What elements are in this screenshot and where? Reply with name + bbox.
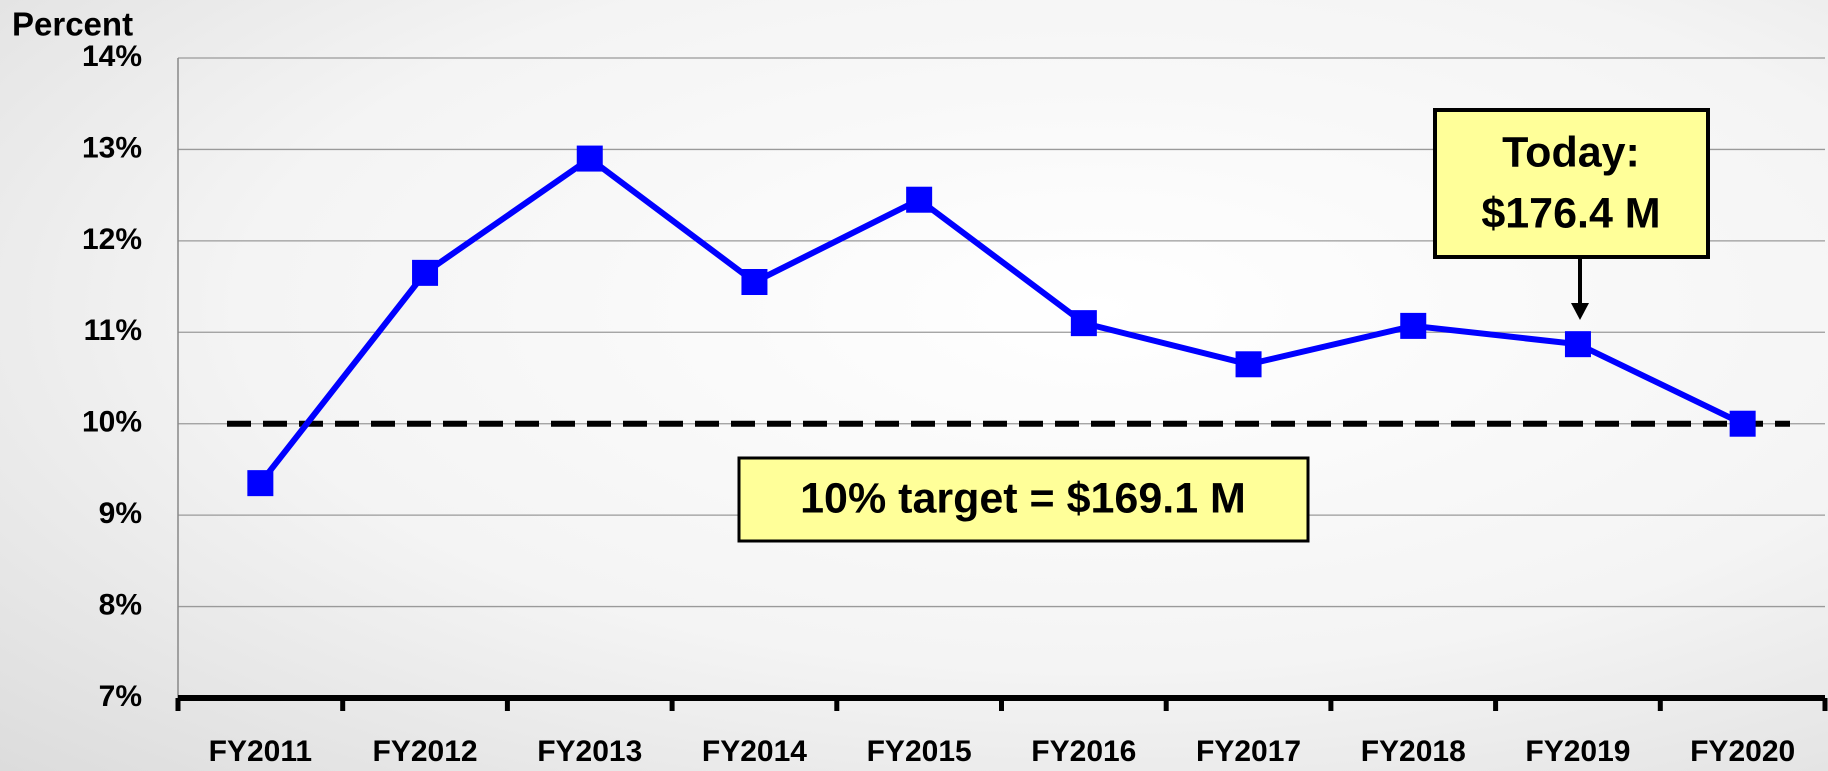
annotation-box (1433, 108, 1710, 259)
y-tick-label: 14% (82, 40, 142, 73)
annotation: Today: (1502, 128, 1640, 176)
y-tick-label: 12% (82, 223, 142, 256)
marker (906, 186, 933, 213)
y-tick-label: 9% (99, 497, 142, 530)
marker (247, 470, 274, 497)
marker (1070, 310, 1097, 337)
x-tick-label: FY2015 (867, 735, 972, 768)
x-tick-label: FY2020 (1690, 735, 1795, 768)
y-axis-label: Percent (12, 6, 133, 43)
y-tick-label: 7% (99, 680, 142, 713)
marker (576, 145, 603, 172)
marker (412, 259, 439, 286)
y-tick-label: 11% (84, 314, 142, 347)
line (257, 154, 1744, 485)
arrow-head (1571, 303, 1589, 320)
x-tick-label: FY2011 (209, 735, 312, 768)
marker (1729, 410, 1756, 437)
x-tick-label: FY2013 (537, 735, 642, 768)
x-tick-label: FY2012 (373, 735, 478, 768)
annotation: $176.4 M (1481, 189, 1660, 237)
y-tick-label: 10% (82, 406, 142, 439)
x-tick-label: FY2014 (702, 735, 807, 768)
marker (1400, 312, 1427, 339)
annotation: 10% target = $169.1 M (800, 474, 1246, 522)
x-tick-label: FY2017 (1196, 735, 1301, 768)
marker (1564, 331, 1591, 358)
x-tick-label: FY2018 (1361, 735, 1466, 768)
marker (741, 269, 768, 295)
x-tick-label: FY2016 (1031, 735, 1136, 768)
x-tick-label: FY2019 (1525, 735, 1630, 768)
y-tick-label: 13% (82, 131, 142, 164)
marker (1235, 351, 1262, 378)
annotation-box (737, 456, 1310, 543)
y-tick-label: 8% (99, 588, 142, 621)
